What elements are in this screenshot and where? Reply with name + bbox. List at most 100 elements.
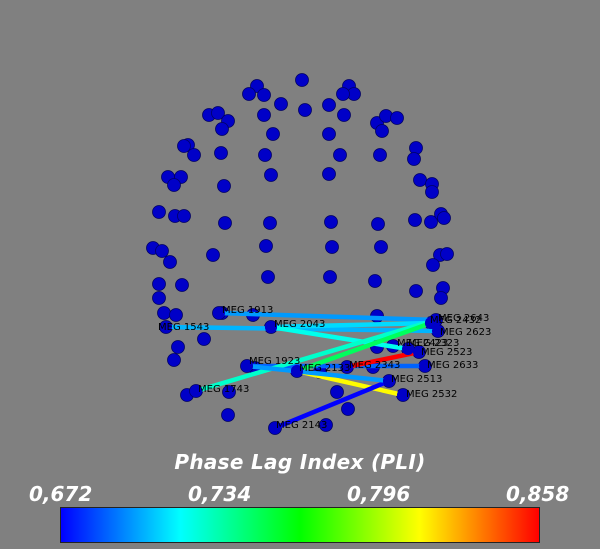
sensor-dot [368,274,382,288]
sensor-label: MEG 2432 [430,315,481,326]
sensor-label: MEG 2133 [299,363,350,374]
sensor-dot [375,124,389,138]
sensor-dot [152,205,166,219]
sensor-dot [171,340,185,354]
connection-line [272,378,392,431]
sensor-label: MEG 2343 [349,360,400,371]
sensor-dot [407,152,421,166]
sensor-dot [167,178,181,192]
sensor-dot [322,98,336,112]
sensor-dot [152,291,166,305]
sensor-endpoint [397,389,409,401]
sensor-dot [157,306,171,320]
sensor-dot [322,167,336,181]
sensor-dot [408,213,422,227]
sensor-dot [177,209,191,223]
sensor-endpoint [419,360,431,372]
sensor-label: MEG 2423 [397,338,448,349]
sensor-label: MEG 2623 [440,327,491,338]
connection-line [294,320,434,374]
connection-line [193,317,439,394]
sensor-dot [440,247,454,261]
sensor-dot [437,211,451,225]
sensor-dot [222,385,236,399]
sensor-dot [374,240,388,254]
sensor-dot [413,173,427,187]
sensor-endpoint [425,317,437,329]
connection-layer [160,307,444,434]
sensor-dot [214,146,228,160]
sensor-endpoint [413,346,425,358]
connection-line [216,310,439,323]
sensor-label: MEG 2523 [421,347,472,358]
sensor-dot [336,87,350,101]
sensor-dot [426,258,440,272]
sensor-dot [163,255,177,269]
sensor-label: MEG 1923 [249,356,300,367]
sensor-label: MEG 2323 [408,338,459,349]
sensor-dot [257,88,271,102]
sensor-endpoint [265,321,277,333]
sensor-dot [371,217,385,231]
sensor-dot [264,168,278,182]
sensor-label: MEG 2043 [274,319,325,330]
sensor-label: MEG 1913 [222,305,273,316]
sensor-dot [257,108,271,122]
sensor-dot [325,240,339,254]
sensor-dot [319,418,333,432]
colorbar-tick-3: 0,796 [347,482,411,506]
sensor-endpoint [213,307,225,319]
sensor-dot [197,332,211,346]
colorbar-title: Phase Lag Index (PLI) [174,450,426,474]
sensor-endpoint [291,365,303,377]
sensor-dot [261,270,275,284]
colorbar-gradient [60,507,540,543]
sensor-dot [409,284,423,298]
sensor-dot [218,216,232,230]
sensor-dot [169,308,183,322]
sensor-label: MEG 2532 [406,389,457,400]
sensor-dot [333,148,347,162]
connection-line [244,363,392,384]
sensor-endpoint [241,360,253,372]
colorbar-tick-min: 0,672 [29,482,93,506]
sensor-dot [187,148,201,162]
sensor-dot [242,87,256,101]
sensor-endpoint [269,422,281,434]
sensor-dot [390,111,404,125]
sensor-dot [266,127,280,141]
sensor-dot [323,270,337,284]
sensor-dot [211,106,225,120]
connection-line [268,320,434,330]
sensor-dot [215,122,229,136]
sensor-label: MEG 1743 [198,384,249,395]
sensor-dot [155,244,169,258]
sensor-label: MEG 2513 [391,374,442,385]
sensor-dot [258,148,272,162]
sensor-dot [298,103,312,117]
sensor-dot [324,215,338,229]
sensor-dot [434,291,448,305]
connection-line [163,324,441,334]
sensor-dot [322,127,336,141]
sensor-endpoint [383,375,395,387]
sensor-dot [341,402,355,416]
sensor-endpoint [341,361,353,373]
colorbar-tick-2: 0,734 [188,482,252,506]
sensor-dot [424,215,438,229]
colorbar-tick-max: 0,858 [506,482,570,506]
sensor-dot [206,248,220,262]
sensor-label: MEG 2643 [438,313,489,324]
sensor-dot [221,408,235,422]
sensor-dot [337,108,351,122]
sensor-dot [175,278,189,292]
sensor-dot [263,216,277,230]
sensor-dot [295,73,309,87]
sensor-dot [167,353,181,367]
sensor-dot [152,277,166,291]
connection-line [268,324,411,352]
sensor-dot [217,179,231,193]
sensor-endpoint [190,385,202,397]
